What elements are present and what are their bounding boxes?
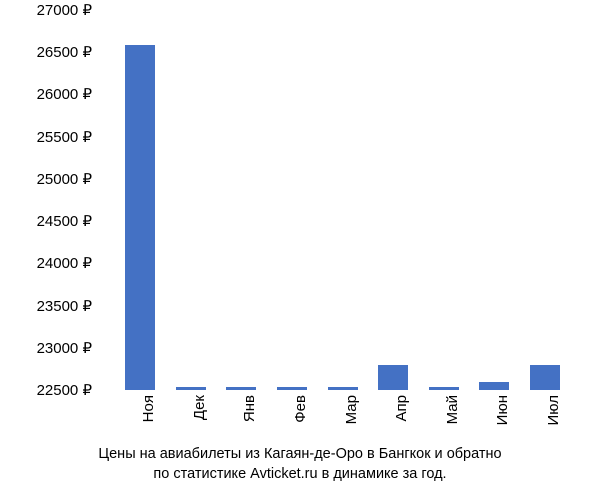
caption-line-2: по статистике Avticket.ru в динамике за … — [0, 465, 600, 485]
bar — [479, 382, 509, 390]
y-tick-label: 23500 ₽ — [37, 297, 92, 315]
bar — [226, 387, 256, 390]
x-label-wrapper: Фев — [267, 395, 318, 445]
caption-line-1: Цены на авиабилеты из Кагаян-де-Оро в Ба… — [0, 445, 600, 465]
bar-wrapper — [418, 10, 469, 390]
bar-wrapper — [520, 10, 571, 390]
x-tick-label: Ноя — [140, 395, 157, 422]
x-label-wrapper: Ноя — [115, 395, 166, 445]
x-tick-label: Янв — [241, 395, 258, 422]
bar-wrapper — [115, 10, 166, 390]
x-label-wrapper: Апр — [368, 395, 419, 445]
x-label-wrapper: Мар — [317, 395, 368, 445]
bar — [176, 387, 206, 390]
y-tick-label: 26500 ₽ — [37, 43, 92, 61]
y-tick-label: 22500 ₽ — [37, 381, 92, 399]
y-tick-label: 24500 ₽ — [37, 212, 92, 230]
x-label-wrapper: Май — [418, 395, 469, 445]
bar — [530, 365, 560, 390]
bar — [378, 365, 408, 390]
y-tick-label: 25500 ₽ — [37, 128, 92, 146]
y-tick-label: 24000 ₽ — [37, 254, 92, 272]
y-tick-label: 25000 ₽ — [37, 170, 92, 188]
y-axis: 27000 ₽26500 ₽26000 ₽25500 ₽25000 ₽24500… — [0, 10, 100, 390]
x-tick-label: Июн — [494, 395, 511, 425]
chart-caption: Цены на авиабилеты из Кагаян-де-Оро в Ба… — [0, 445, 600, 484]
x-label-wrapper: Июн — [469, 395, 520, 445]
x-label-wrapper: Янв — [216, 395, 267, 445]
bar — [277, 387, 307, 390]
bar — [125, 45, 155, 390]
bar-wrapper — [368, 10, 419, 390]
bar-wrapper — [469, 10, 520, 390]
x-label-wrapper: Дек — [166, 395, 217, 445]
x-axis-labels: Ноя Дек Янв Фев Мар Апр Май Июн Июл — [105, 395, 580, 445]
y-tick-label: 23000 ₽ — [37, 339, 92, 357]
chart-plot-area — [105, 10, 580, 390]
x-label-wrapper: Июл — [520, 395, 571, 445]
y-tick-label: 26000 ₽ — [37, 85, 92, 103]
bar-wrapper — [267, 10, 318, 390]
x-tick-label: Мар — [343, 395, 360, 424]
y-tick-label: 27000 ₽ — [37, 1, 92, 19]
bars-group — [105, 10, 580, 390]
x-tick-label: Дек — [191, 395, 208, 420]
bar-wrapper — [166, 10, 217, 390]
bar-wrapper — [216, 10, 267, 390]
bar-wrapper — [317, 10, 368, 390]
x-tick-label: Июл — [545, 395, 562, 425]
x-tick-label: Фев — [292, 395, 309, 423]
x-tick-label: Май — [444, 395, 461, 424]
x-tick-label: Апр — [393, 395, 410, 421]
bar — [328, 387, 358, 390]
bar — [429, 387, 459, 390]
